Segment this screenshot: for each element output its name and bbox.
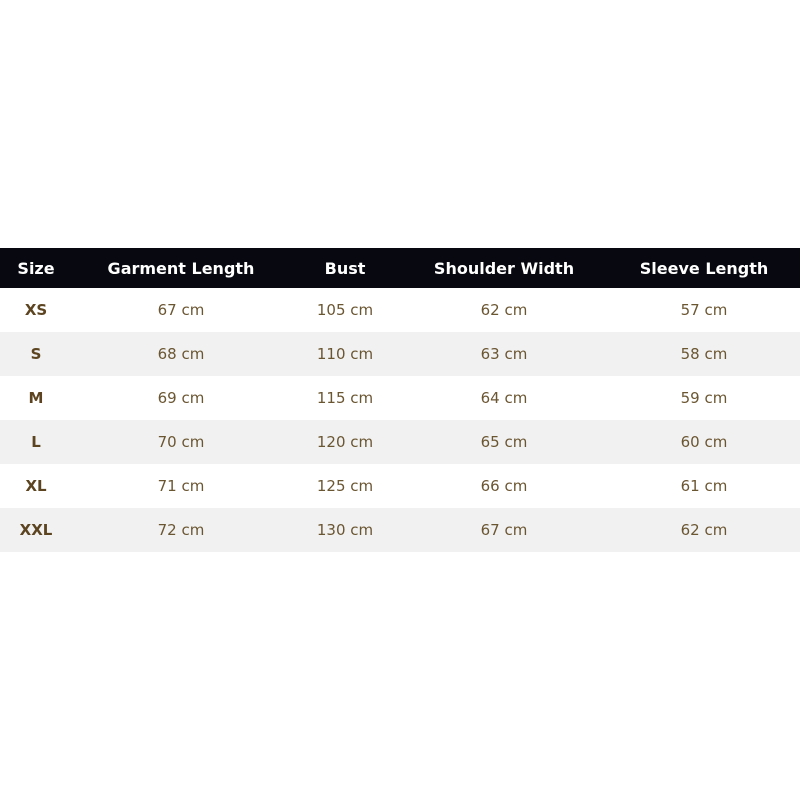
table-row: M 69 cm 115 cm 64 cm 59 cm xyxy=(0,376,800,420)
measurement-cell: 115 cm xyxy=(316,389,374,407)
measurement-cell: 64 cm xyxy=(480,389,528,407)
measurement-cell: 62 cm xyxy=(480,301,528,319)
measurement-cell: 105 cm xyxy=(316,301,374,319)
measurement-cell: 60 cm xyxy=(680,433,728,451)
size-cell: XXL xyxy=(19,521,53,539)
measurement-cell: 66 cm xyxy=(480,477,528,495)
measurement-cell: 67 cm xyxy=(480,521,528,539)
measurement-cell: 58 cm xyxy=(680,345,728,363)
header-sleeve-length: Sleeve Length xyxy=(639,258,769,278)
measurement-cell: 69 cm xyxy=(157,389,205,407)
size-cell: XL xyxy=(25,477,47,495)
table-row: XS 67 cm 105 cm 62 cm 57 cm xyxy=(0,288,800,332)
measurement-cell: 71 cm xyxy=(157,477,205,495)
measurement-cell: 110 cm xyxy=(316,345,374,363)
measurement-cell: 70 cm xyxy=(157,433,205,451)
measurement-cell: 57 cm xyxy=(680,301,728,319)
measurement-cell: 61 cm xyxy=(680,477,728,495)
size-cell: L xyxy=(31,433,41,451)
measurement-cell: 68 cm xyxy=(157,345,205,363)
measurement-cell: 65 cm xyxy=(480,433,528,451)
measurement-cell: 62 cm xyxy=(680,521,728,539)
measurement-cell: 125 cm xyxy=(316,477,374,495)
measurement-cell: 72 cm xyxy=(157,521,205,539)
table-row: XXL 72 cm 130 cm 67 cm 62 cm xyxy=(0,508,800,552)
measurement-cell: 63 cm xyxy=(480,345,528,363)
header-size: Size xyxy=(17,258,55,278)
measurement-cell: 67 cm xyxy=(157,301,205,319)
table-header: Size Garment Length Bust Shoulder Width … xyxy=(0,248,800,288)
header-shoulder-width: Shoulder Width xyxy=(433,258,575,278)
size-cell: S xyxy=(30,345,42,363)
header-garment-length: Garment Length xyxy=(107,258,255,278)
table-row: L 70 cm 120 cm 65 cm 60 cm xyxy=(0,420,800,464)
measurement-cell: 130 cm xyxy=(316,521,374,539)
measurement-cell: 120 cm xyxy=(316,433,374,451)
measurement-cell: 59 cm xyxy=(680,389,728,407)
header-bust: Bust xyxy=(324,258,366,278)
size-cell: XS xyxy=(24,301,48,319)
table-row: S 68 cm 110 cm 63 cm 58 cm xyxy=(0,332,800,376)
size-chart-table: Size Garment Length Bust Shoulder Width … xyxy=(0,248,800,552)
table-row: XL 71 cm 125 cm 66 cm 61 cm xyxy=(0,464,800,508)
size-cell: M xyxy=(28,389,44,407)
